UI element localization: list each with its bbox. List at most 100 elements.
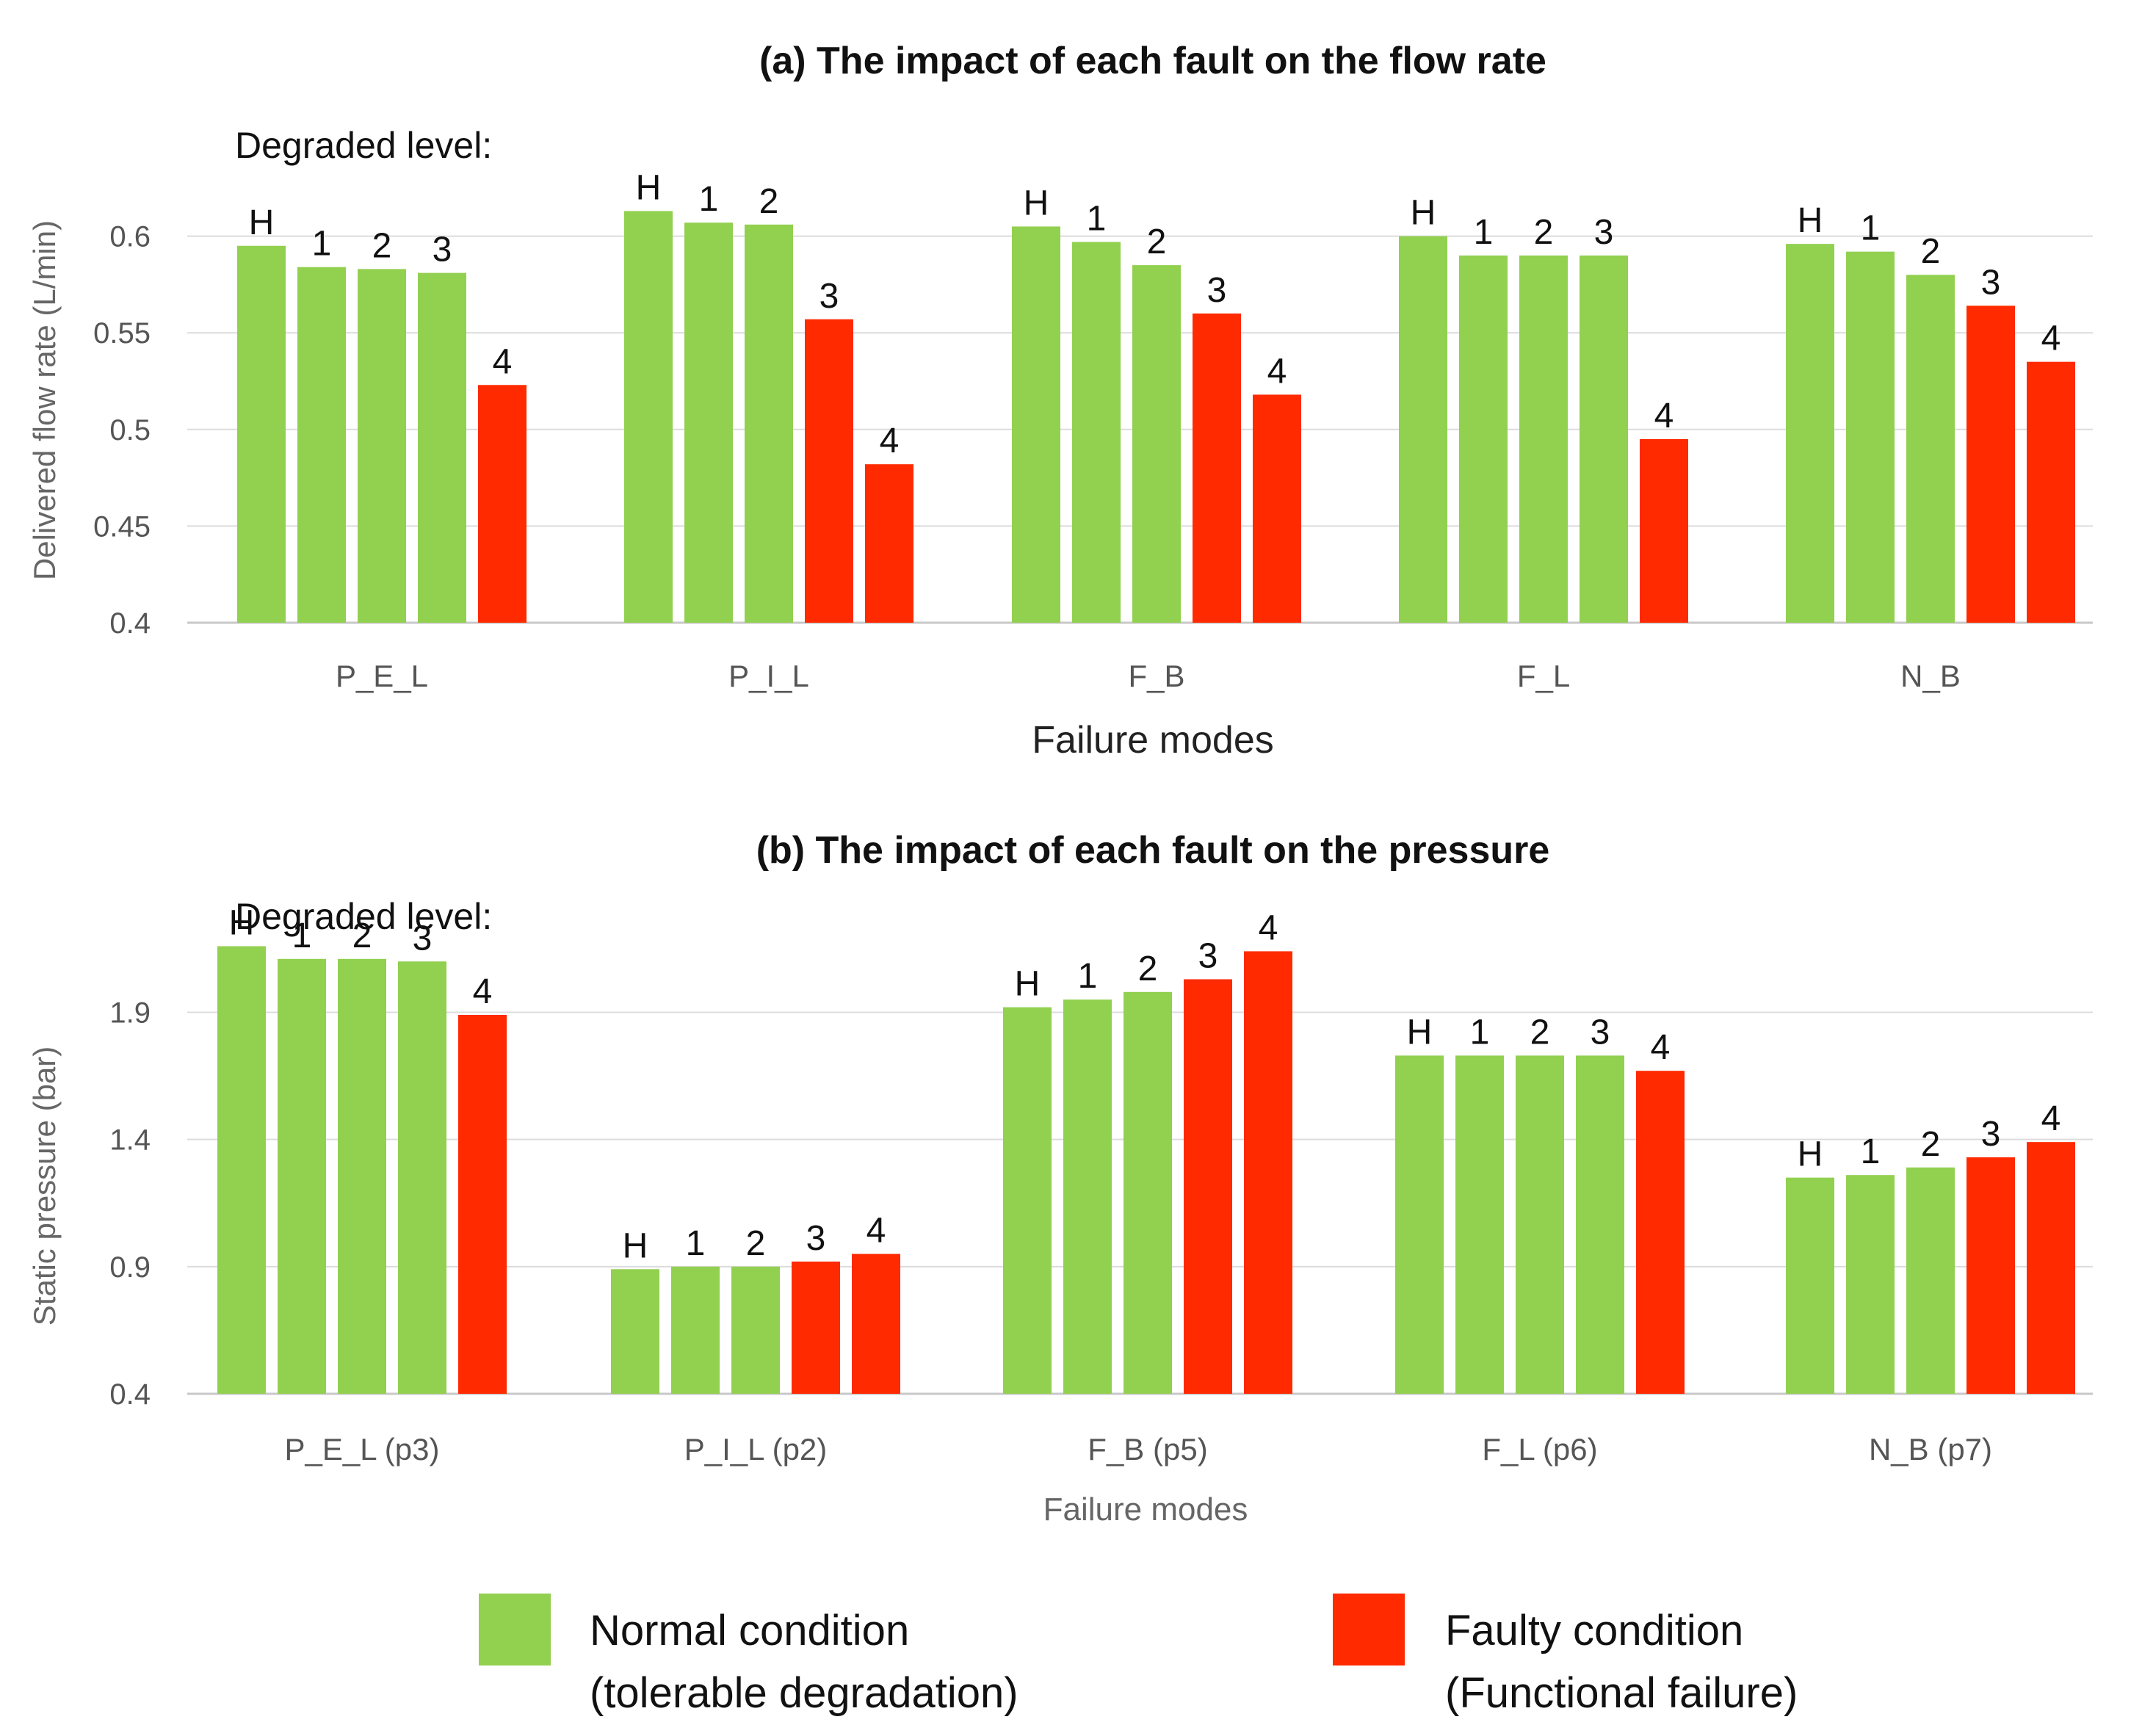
- bar-level-label: 4: [2041, 319, 2061, 358]
- bar: [1132, 265, 1181, 623]
- bar: [731, 1266, 780, 1394]
- legend-label-normal-line2: (tolerable degradation): [590, 1669, 1018, 1717]
- bar: [1966, 305, 2015, 623]
- y-tick-label: 0.55: [93, 317, 151, 350]
- bar-level-label: 4: [880, 422, 900, 460]
- bar: [338, 958, 386, 1394]
- bar: [1459, 255, 1508, 623]
- legend-swatch-normal: [479, 1594, 551, 1666]
- bar-level-label: 1: [312, 225, 332, 264]
- degraded-level-label: Degraded level:: [235, 125, 492, 166]
- bar-level-label: H: [229, 903, 255, 942]
- bar-level-label: 2: [746, 1224, 766, 1263]
- bar-level-label: H: [623, 1226, 648, 1265]
- x-tick-label: N_B: [1900, 659, 1961, 693]
- y-tick-label: 0.6: [109, 221, 151, 253]
- bar-level-label: 3: [1981, 1115, 2001, 1154]
- bar: [478, 385, 527, 623]
- legend-label-normal-line1: Normal condition: [590, 1607, 909, 1654]
- bar-level-label: 1: [1861, 209, 1881, 248]
- bar-level-label: 4: [1259, 908, 1278, 947]
- bar-level-label: 1: [1087, 199, 1107, 238]
- bar-level-label: 2: [1921, 1125, 1941, 1164]
- x-axis-label: Failure modes: [1032, 719, 1273, 762]
- x-tick-label: P_I_L: [728, 659, 809, 693]
- bar: [671, 1266, 720, 1394]
- x-tick-label: P_E_L (p3): [285, 1432, 440, 1466]
- bar: [1012, 226, 1060, 623]
- chart-title: (a) The impact of each fault on the flow…: [759, 40, 1546, 82]
- y-tick-label: 0.4: [109, 1378, 151, 1411]
- bar-level-label: 1: [686, 1224, 706, 1263]
- bar-level-label: 4: [866, 1212, 886, 1251]
- bar: [1516, 1055, 1564, 1394]
- y-ticks: 0.4 0.45 0.5 0.55 0.6: [93, 221, 151, 640]
- bar: [2027, 361, 2075, 623]
- chart-flow-rate: (a) The impact of each fault on the flow…: [27, 40, 2093, 762]
- bar-level-label: H: [636, 168, 662, 207]
- bar: [865, 464, 913, 623]
- bar: [745, 224, 793, 623]
- x-tick-label: P_E_L: [336, 659, 428, 693]
- y-tick-label: 0.5: [109, 414, 151, 446]
- bar-level-label: 2: [1147, 223, 1167, 261]
- bar-level-label: 1: [1474, 213, 1494, 252]
- y-axis-label: Static pressure (bar): [27, 1046, 62, 1325]
- bar: [1636, 1071, 1685, 1394]
- bar: [1786, 1177, 1834, 1394]
- bar: [1580, 255, 1628, 623]
- bar: [1184, 979, 1232, 1394]
- bar: [217, 946, 266, 1394]
- bar-level-label: H: [1411, 194, 1436, 233]
- degraded-level-label: Degraded level:: [235, 896, 492, 937]
- bar: [1846, 251, 1895, 623]
- bar-level-label: 1: [292, 916, 312, 955]
- x-tick-label: F_B: [1128, 659, 1184, 693]
- bar: [1906, 275, 1955, 623]
- bar: [1253, 394, 1301, 623]
- bar: [1063, 999, 1112, 1394]
- x-axis-label: Failure modes: [1043, 1491, 1248, 1527]
- bar-level-label: 3: [413, 919, 433, 958]
- bar: [1244, 951, 1292, 1394]
- bar: [418, 272, 466, 623]
- bar-level-label: H: [1015, 965, 1041, 1004]
- y-tick-label: 0.9: [109, 1251, 151, 1284]
- bar: [1906, 1167, 1955, 1394]
- bar-level-label: 4: [2041, 1099, 2061, 1138]
- bar: [1124, 991, 1172, 1394]
- bar-level-label: 3: [819, 277, 839, 316]
- bar-level-label: 2: [352, 916, 372, 955]
- bar-level-label: 3: [1591, 1013, 1610, 1052]
- bar: [1395, 1055, 1444, 1394]
- bar-level-label: 4: [473, 972, 493, 1011]
- bar-level-label: 1: [1078, 957, 1098, 996]
- bar: [1576, 1055, 1624, 1394]
- chart-title: (b) The impact of each fault on the pres…: [756, 829, 1550, 872]
- x-tick-label: N_B (p7): [1869, 1432, 1992, 1466]
- bar-level-label: H: [1798, 1135, 1823, 1174]
- bar: [1193, 313, 1241, 623]
- bar-level-label: 3: [806, 1219, 826, 1258]
- bar: [1072, 242, 1121, 623]
- bar: [237, 245, 286, 623]
- y-tick-label: 0.4: [109, 607, 151, 640]
- x-tick-label: F_B (p5): [1088, 1432, 1207, 1466]
- bar-level-label: H: [1024, 184, 1049, 223]
- bar: [1519, 255, 1568, 623]
- bar-level-label: 2: [1921, 232, 1941, 271]
- y-tick-label: 1.4: [109, 1124, 151, 1157]
- bar: [624, 211, 673, 623]
- x-ticks: P_E_L (p3) P_I_L (p2) F_B (p5) F_L (p6) N_B …: [285, 1432, 1992, 1466]
- bar-level-label: 3: [1981, 263, 2001, 302]
- legend-label-faulty-line1: Faulty condition: [1445, 1607, 1743, 1654]
- bar: [297, 267, 346, 623]
- bar: [2027, 1142, 2075, 1394]
- x-tick-label: F_L (p6): [1482, 1432, 1597, 1466]
- legend-swatch-faulty: [1333, 1594, 1405, 1666]
- chart-pressure: (b) The impact of each fault on the pres…: [27, 829, 2093, 1527]
- y-ticks: 0.4 0.9 1.4 1.9: [109, 997, 151, 1411]
- bar: [1786, 244, 1834, 623]
